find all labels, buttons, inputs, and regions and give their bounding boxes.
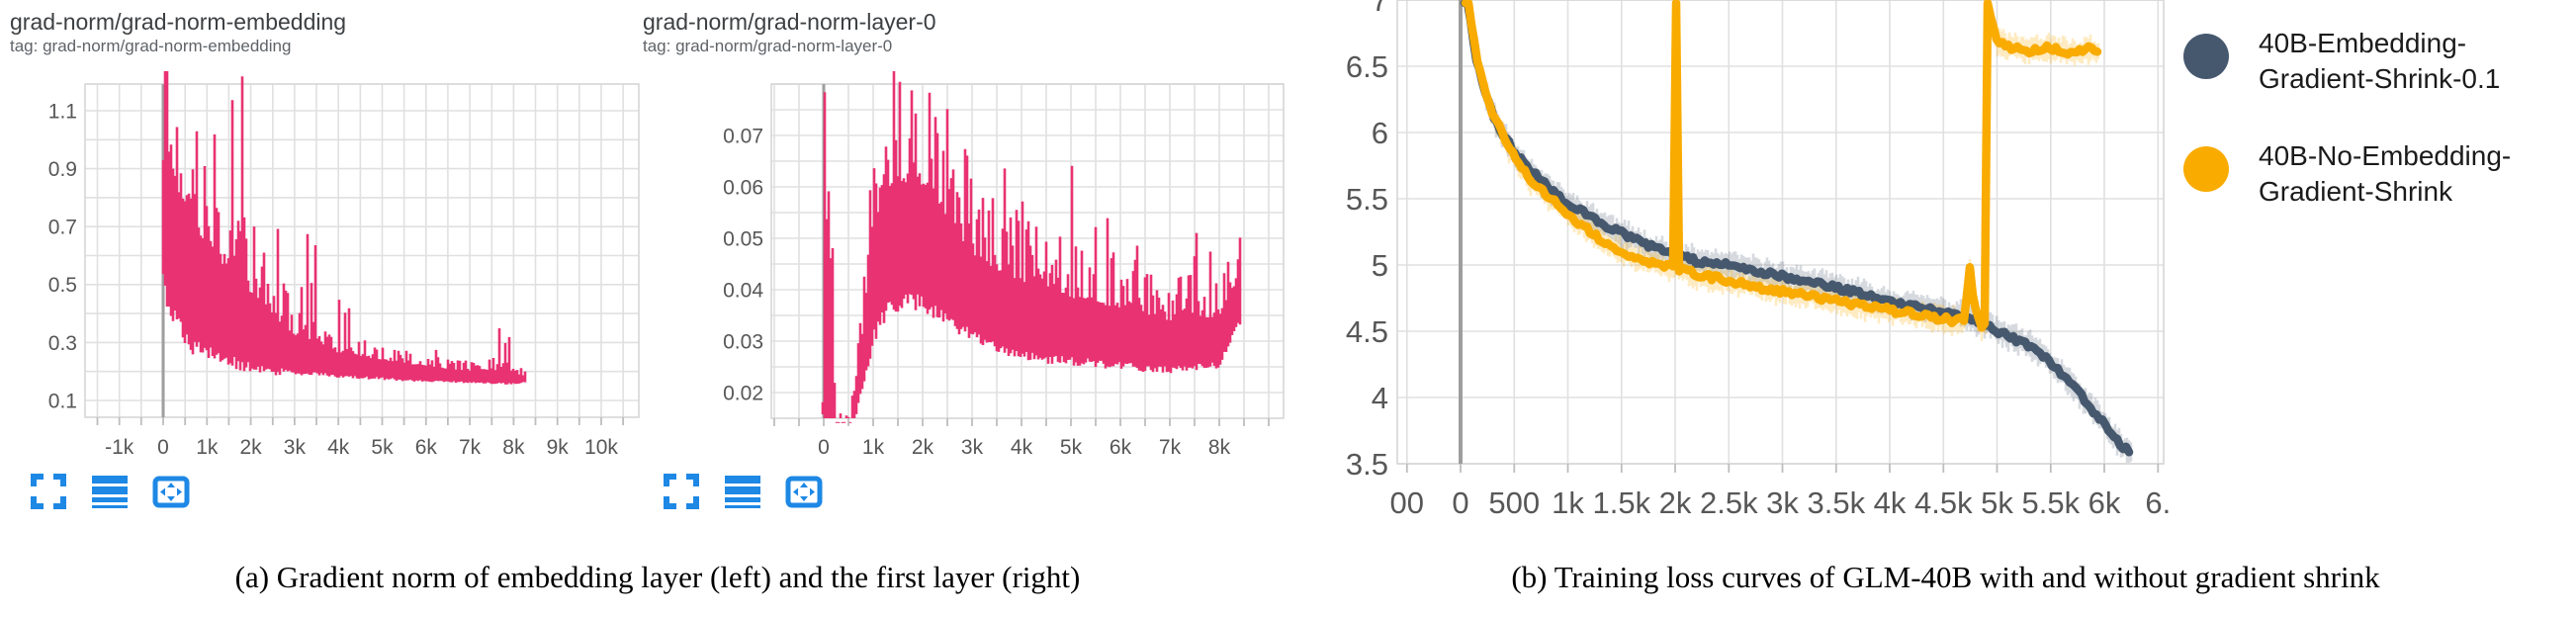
x-tick-label: 500 [1488,485,1540,520]
grad-norm-embedding-plot[interactable]: -1k 0 1k 2k 3k 4k 5k 6k 7k 8k 9k 10k 1.1 0.9 0.7 0.5 0.3… [8,69,649,512]
training-loss-chart: 00 0 500 1k 1.5k 2k 2.5k 3k 3.5k 4k 4.5k 5k 5.5k 6k 6.… [1315,0,2177,529]
loss-chart-legend: 40B-Embedding- Gradient-Shrink-0.1 40B-No… [2183,26,2574,251]
x-tick-label: 0 [157,436,169,459]
x-tick-label: 7k [459,436,482,459]
x-tick-label: -1k [105,436,134,459]
y-tick-label: 0.5 [48,274,77,297]
x-tick-label: 0 [818,436,830,459]
y-tick-label: 0.06 [723,176,763,199]
legend-item: 40B-No-Embedding- Gradient-Shrink [2183,138,2574,210]
x-tick-label: 10k [584,436,618,459]
series-grad-norm-embedding [161,71,527,385]
legend-item: 40B-Embedding- Gradient-Shrink-0.1 [2183,26,2574,97]
series-line-40B-No-Embedding-Gradient-Shrink [1461,0,2102,332]
y-tick-label: 1.1 [48,100,77,123]
x-tick-label: 4k [1874,485,1907,520]
x-tick-label: 5.5k [2021,485,2080,520]
x-tick-label: 8k [1208,436,1231,459]
caption-b: (b) Training loss curves of GLM-40B with… [1511,560,2380,594]
log-scale-toggle-icon[interactable] [724,473,761,510]
x-tick-label: 3k [284,436,307,459]
x-tick-label: 6k [1110,436,1132,459]
x-tick-label: 4.5k [1914,485,1973,520]
x-tick-label: 2.5k [1700,485,1758,520]
x-tick-label: 4k [1011,436,1033,459]
series-band-40B-Embedding-Gradient-Shrink-0.1 [1465,1,2133,463]
x-tick-label: 2k [912,436,934,459]
chart-toolbar [30,473,190,510]
x-tick-label: 9k [547,436,570,459]
y-tick-label: 4.5 [1346,314,1388,349]
y-tick-label: 0.03 [723,330,763,353]
y-tick-label: 0.05 [723,227,763,250]
legend-label: 40B-No-Embedding- Gradient-Shrink [2259,140,2512,207]
x-tick-label: 1k [1552,485,1584,520]
legend-dot-icon [2183,146,2229,192]
y-tick-label: 0.07 [723,125,763,147]
x-tick-label: 6. [2145,485,2171,520]
x-tick-label: 5k [1981,485,2013,520]
y-tick-label: 0.04 [723,279,763,302]
series-grad-norm-layer-0 [821,71,1242,423]
x-tick-label: 3k [1766,485,1799,520]
series-line-40B-Embedding-Gradient-Shrink-0.1 [1460,0,2134,457]
x-tick-label: 5k [371,436,394,459]
fit-domain-to-data-icon[interactable] [785,473,823,510]
x-tick-label: 1k [862,436,885,459]
chart-title: grad-norm/grad-norm-embedding [10,9,347,35]
y-tick-label: 0.9 [48,158,77,181]
y-tick-label: 6.5 [1346,49,1388,84]
expand-card-icon[interactable] [663,473,700,510]
y-tick-label: 7 [1372,0,1388,18]
chart-toolbar [663,473,823,510]
y-tick-label: 4 [1372,381,1388,415]
x-tick-label: 2k [240,436,263,459]
y-tick-label: 0.3 [48,332,77,355]
fit-domain-to-data-icon[interactable] [152,473,190,510]
log-scale-toggle-icon[interactable] [91,473,129,510]
caption-a: (a) Gradient norm of embedding layer (le… [234,560,1081,594]
y-tick-label: 5 [1372,248,1388,283]
x-tick-label: 2k [1659,485,1692,520]
y-tick-label: 0.1 [48,390,77,412]
grad-norm-layer-0-plot[interactable]: 0 1k 2k 3k 4k 5k 6k 7k 8k 0.07 0.06 0.05 0.04 0.03 0.0… [641,69,1321,512]
y-tick-label: 6 [1372,116,1388,150]
x-tick-label: 00 [1390,485,1424,520]
x-tick-label: 6k [2088,485,2121,520]
x-tick-label: 4k [327,436,350,459]
x-tick-label: 5k [1060,436,1083,459]
chart-card-grad-norm-layer-0: grad-norm/grad-norm-layer-0 tag: grad-no… [641,6,1321,530]
legend-dot-icon [2183,34,2229,79]
y-tick-label: 0.7 [48,217,77,239]
x-tick-label: 1.5k [1592,485,1650,520]
training-loss-plot[interactable]: 00 0 500 1k 1.5k 2k 2.5k 3k 3.5k 4k 4.5k 5k 5.5k 6k 6.… [1315,0,2177,529]
x-tick-label: 0 [1452,485,1468,520]
x-tick-label: 8k [502,436,525,459]
y-tick-label: 0.02 [723,382,763,404]
chart-title: grad-norm/grad-norm-layer-0 [643,9,936,35]
x-tick-label: 3.5k [1807,485,1865,520]
chart-tag: tag: grad-norm/grad-norm-layer-0 [643,37,893,55]
chart-tag: tag: grad-norm/grad-norm-embedding [10,37,292,55]
legend-label: 40B-Embedding- Gradient-Shrink-0.1 [2259,28,2501,94]
chart-card-grad-norm-embedding: grad-norm/grad-norm-embedding tag: grad-… [8,6,649,530]
y-tick-label: 3.5 [1346,447,1388,482]
x-tick-label: 1k [196,436,219,459]
expand-card-icon[interactable] [30,473,67,510]
x-tick-label: 7k [1159,436,1182,459]
x-tick-label: 6k [415,436,438,459]
x-tick-label: 3k [961,436,984,459]
y-tick-label: 5.5 [1346,182,1388,217]
